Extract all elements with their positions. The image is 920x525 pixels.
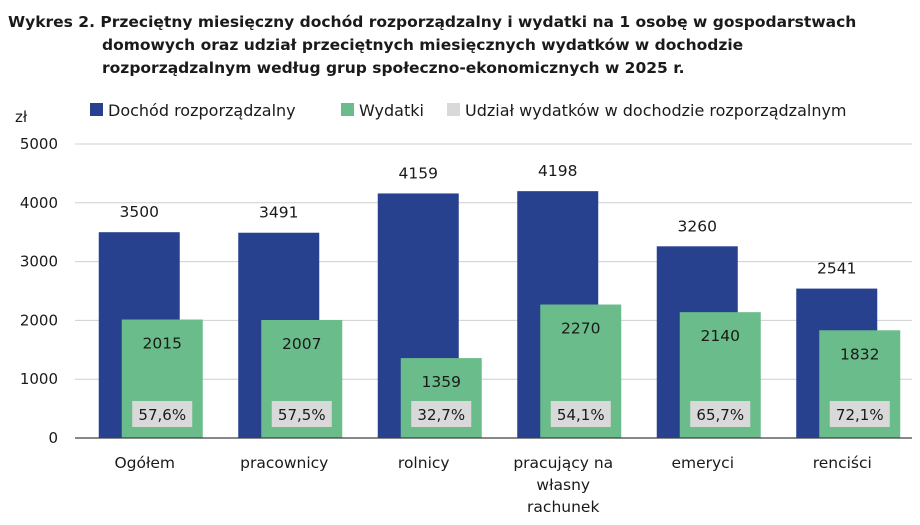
- legend-label-expenses: Wydatki: [359, 101, 424, 120]
- label-income-value: 3500: [120, 203, 159, 221]
- label-expenses-value: 2140: [701, 327, 740, 345]
- legend: Dochód rozporządzalny Wydatki Udział wyd…: [90, 101, 847, 120]
- legend-label-income: Dochód rozporządzalny: [108, 101, 296, 120]
- category-label: renciści: [813, 454, 872, 472]
- category-label: Ogółem: [114, 454, 175, 472]
- category-label: własny: [536, 476, 590, 494]
- chart-title-line-2: domowych oraz udział przeciętnych miesię…: [102, 36, 743, 54]
- y-tick-label: 1000: [20, 370, 58, 388]
- y-tick-label: 0: [48, 429, 58, 447]
- label-income-value: 2541: [817, 260, 856, 278]
- label-income-value: 4198: [538, 162, 577, 180]
- y-tick-label: 5000: [20, 135, 58, 153]
- x-axis-categories: Ogółem pracownicy rolnicy pracujący na własn…: [114, 454, 871, 516]
- chart-title-line-1: Wykres 2. Przeciętny miesięczny dochód r…: [8, 13, 856, 31]
- label-share-value: 65,7%: [696, 406, 744, 424]
- y-axis-ticks: 0 1000 2000 3000 4000 5000: [20, 135, 58, 447]
- label-income-value: 4159: [399, 164, 438, 182]
- label-income-value: 3491: [259, 204, 298, 222]
- gridlines: [75, 143, 912, 380]
- legend-swatch-share: [447, 103, 460, 116]
- label-share-value: 57,6%: [138, 406, 186, 424]
- category-label: pracownicy: [240, 454, 328, 472]
- chart-title-line-3: rozporządzalnym według grup społeczno-ek…: [102, 59, 685, 77]
- legend-swatch-expenses: [341, 103, 354, 116]
- share-label-box: [550, 401, 611, 427]
- label-expenses-value: 1359: [422, 373, 461, 391]
- category-label: rachunek: [527, 498, 599, 516]
- data-labels: 3500 2015 57,6% 3491 2007 57,5% 4159 1359 32,7% 4…: [120, 162, 890, 427]
- label-expenses-value: 2015: [143, 335, 182, 353]
- legend-swatch-income: [90, 103, 103, 116]
- y-tick-label: 4000: [20, 194, 58, 212]
- bars: [98, 191, 901, 438]
- label-expenses-value: 1832: [840, 345, 879, 363]
- legend-label-share: Udział wydatków w dochodzie rozporządzal…: [465, 101, 847, 120]
- category-label: rolnicy: [398, 454, 450, 472]
- label-income-value: 3260: [678, 217, 717, 235]
- share-label-box: [132, 401, 193, 427]
- label-share-value: 72,1%: [836, 406, 884, 424]
- category-label: emeryci: [671, 454, 734, 472]
- y-axis-label: zł: [15, 108, 28, 126]
- label-share-value: 32,7%: [417, 406, 465, 424]
- label-expenses-value: 2007: [282, 335, 321, 353]
- share-label-box: [690, 401, 751, 427]
- chart-title: Wykres 2. Przeciętny miesięczny dochód r…: [8, 13, 856, 77]
- share-label-box: [829, 401, 890, 427]
- y-tick-label: 3000: [20, 253, 58, 271]
- share-label-box: [411, 401, 472, 427]
- label-share-value: 54,1%: [557, 406, 605, 424]
- label-expenses-value: 2270: [561, 320, 600, 338]
- y-tick-label: 2000: [20, 311, 58, 329]
- category-label: pracujący na: [513, 454, 613, 472]
- label-share-value: 57,5%: [278, 406, 326, 424]
- share-label-box: [271, 401, 332, 427]
